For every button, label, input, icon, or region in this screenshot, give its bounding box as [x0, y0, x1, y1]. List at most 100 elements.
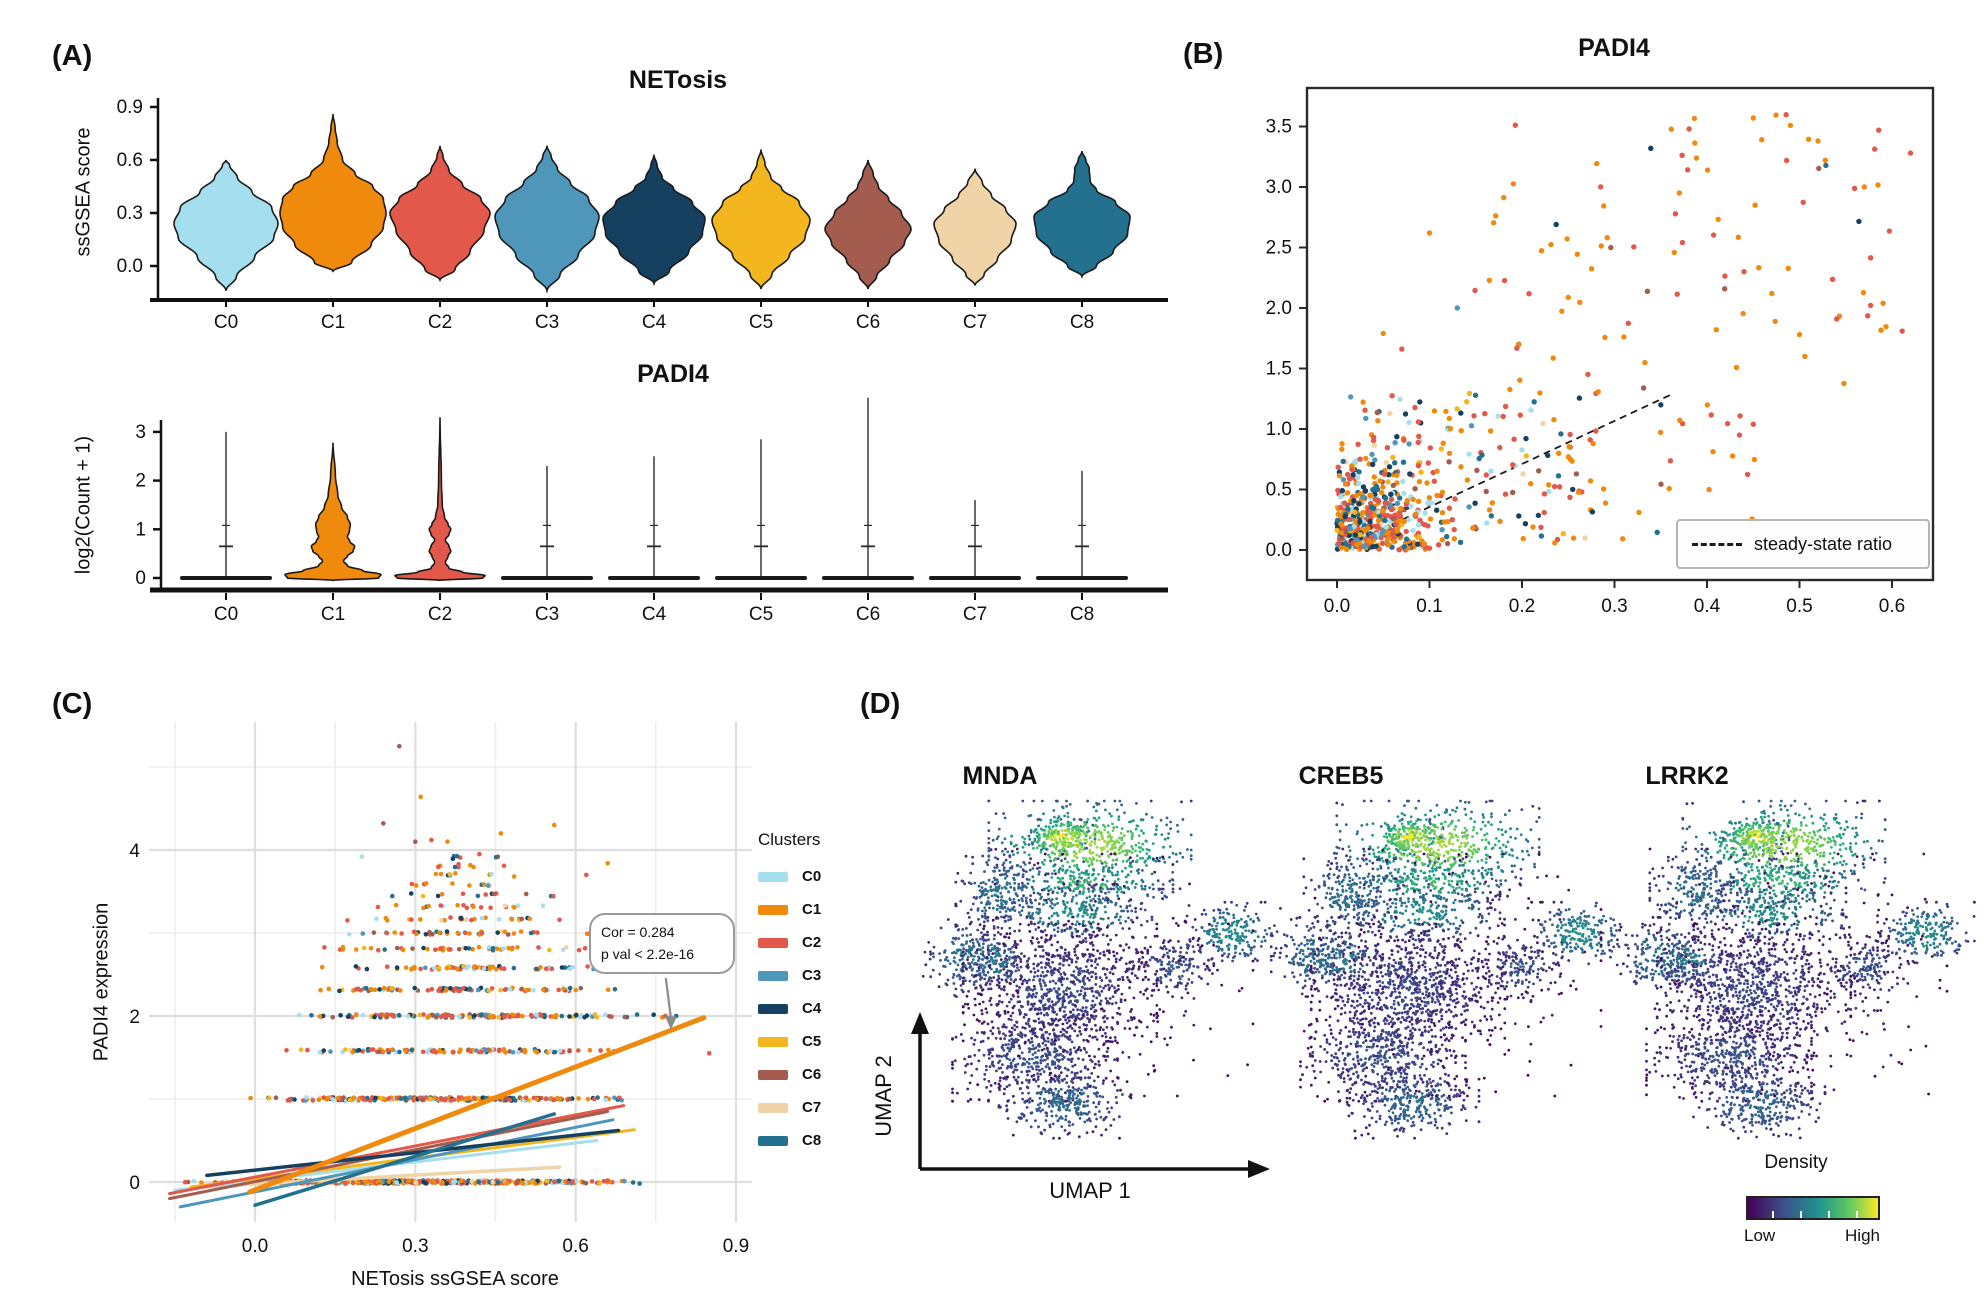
- svg-text:3.5: 3.5: [1266, 117, 1292, 138]
- svg-text:4: 4: [129, 841, 140, 862]
- violin-base-C5: [715, 576, 807, 580]
- legend-item-C0: C0: [758, 860, 821, 893]
- svg-text:C0: C0: [214, 312, 238, 333]
- umap-axes: [911, 1012, 1270, 1178]
- svg-text:0.4: 0.4: [1694, 596, 1721, 617]
- colorbar-tick: [1800, 1211, 1802, 1218]
- clusters-legend: Clusters C0 C1 C2 C3 C4 C5 C6 C7 C8: [758, 830, 821, 1157]
- violin-C0: [173, 159, 279, 291]
- svg-text:0.0: 0.0: [1266, 540, 1292, 561]
- svg-text:0.2: 0.2: [1509, 596, 1535, 617]
- svg-text:C6: C6: [856, 604, 880, 625]
- steady-state-legend-label: steady-state ratio: [1754, 533, 1893, 554]
- padi4-expression-axis-title: PADI4 expression: [90, 902, 113, 1062]
- density-colorbar: [1746, 1196, 1880, 1220]
- legend-item-C7: C7: [758, 1091, 821, 1124]
- umap-title-creb5: CREB5: [1298, 762, 1384, 790]
- legend-swatch-C3: [758, 970, 788, 981]
- legend-label-C6: C6: [802, 1066, 822, 1083]
- legend-label-C4: C4: [802, 1000, 822, 1017]
- annotation-arrow: [664, 977, 677, 1030]
- netosis-violin-plot: 0.0 0.3 0.6 0.9 C0 C1 C2 C3 C4 C5 C6 C7 C8: [117, 97, 1168, 333]
- violin-base-C4: [608, 576, 700, 580]
- svg-text:1: 1: [135, 519, 146, 540]
- violin-C8: [1033, 151, 1131, 279]
- regression-line-C2: [168, 1104, 626, 1196]
- legend-swatch-C2: [758, 937, 788, 948]
- colorbar-tick: [1772, 1211, 1774, 1218]
- legend-label-C0: C0: [802, 868, 822, 885]
- violin-C3: [494, 145, 600, 294]
- violin-base-C0: [180, 576, 272, 580]
- svg-text:C7: C7: [963, 312, 987, 333]
- density-low-label: Low: [1744, 1226, 1776, 1245]
- dashed-line-icon: [1692, 542, 1742, 546]
- panel-a-label: (A): [52, 40, 93, 72]
- svg-text:1.0: 1.0: [1266, 419, 1292, 440]
- legend-item-C5: C5: [758, 1025, 821, 1058]
- violin-base-C7: [929, 576, 1021, 580]
- legend-label-C8: C8: [802, 1132, 822, 1149]
- violin-C4: [602, 154, 706, 286]
- svg-text:3: 3: [135, 422, 146, 443]
- legend-item-C2: C2: [758, 926, 821, 959]
- svg-text:0.5: 0.5: [1266, 480, 1292, 501]
- svg-text:C6: C6: [856, 312, 880, 333]
- density-high-label: High: [1845, 1226, 1880, 1245]
- svg-text:0.9: 0.9: [117, 97, 143, 118]
- panel-c-label: (C): [52, 688, 93, 720]
- svg-text:C5: C5: [749, 312, 773, 333]
- svg-text:0.3: 0.3: [117, 203, 143, 224]
- regression-line-C8: [253, 1112, 557, 1207]
- netosis-title: NETosis: [628, 66, 728, 94]
- umap-density-lrrk2: [1615, 799, 1976, 1140]
- svg-text:0.0: 0.0: [117, 256, 143, 277]
- legend-item-C1: C1: [758, 893, 821, 926]
- violin-C5: [711, 149, 811, 290]
- correlation-annotation: Cor = 0.284 p val < 2.2e-16: [589, 913, 735, 975]
- legend-swatch-C8: [758, 1135, 788, 1146]
- svg-text:C2: C2: [428, 604, 452, 625]
- steady-state-legend: steady-state ratio: [1676, 519, 1930, 569]
- legend-swatch-C5: [758, 1036, 788, 1047]
- svg-text:C0: C0: [214, 604, 238, 625]
- svg-text:2: 2: [129, 1007, 140, 1028]
- umap2-axis-label: UMAP 2: [871, 1055, 896, 1137]
- clusters-legend-rows: C0 C1 C2 C3 C4 C5 C6 C7 C8: [758, 860, 821, 1157]
- svg-text:2.0: 2.0: [1266, 298, 1292, 319]
- legend-label-C5: C5: [802, 1033, 822, 1050]
- legend-swatch-C4: [758, 1003, 788, 1014]
- regression-line-C4: [205, 1128, 621, 1178]
- legend-item-C8: C8: [758, 1124, 821, 1157]
- legend-item-C3: C3: [758, 959, 821, 992]
- svg-text:C1: C1: [321, 604, 345, 625]
- colorbar-tick: [1856, 1211, 1858, 1218]
- umap-density-creb5: [1269, 799, 1630, 1140]
- violin-base-C6: [822, 576, 914, 580]
- padi4-violin-title: PADI4: [637, 360, 709, 388]
- legend-swatch-C7: [758, 1102, 788, 1113]
- umap1-axis-label: UMAP 1: [1049, 1178, 1131, 1203]
- violin-C7: [933, 168, 1017, 286]
- legend-swatch-C1: [758, 904, 788, 915]
- svg-text:C8: C8: [1070, 604, 1094, 625]
- svg-text:C1: C1: [321, 312, 345, 333]
- regression-lines: [168, 1015, 707, 1209]
- clusters-legend-title: Clusters: [758, 830, 821, 849]
- padi4-scatter-title: PADI4: [1578, 34, 1650, 62]
- legend-swatch-C0: [758, 871, 788, 882]
- svg-text:3.0: 3.0: [1266, 177, 1292, 198]
- p-value: p val < 2.2e-16: [601, 945, 695, 962]
- violin-C2: [394, 417, 486, 582]
- svg-text:0.6: 0.6: [562, 1236, 588, 1257]
- svg-text:0.3: 0.3: [402, 1236, 428, 1257]
- panel-d-label: (D): [860, 688, 901, 720]
- padi4-scatter-plot: 0.0 0.5 1.0 1.5 2.0 2.5 3.0 3.5 0.0 0.1 0.2 0.3 0.4 0…: [1266, 86, 1935, 617]
- svg-text:2: 2: [135, 471, 146, 492]
- svg-text:0: 0: [135, 568, 146, 589]
- svg-text:0.0: 0.0: [1324, 596, 1350, 617]
- legend-item-C4: C4: [758, 992, 821, 1025]
- svg-text:C7: C7: [963, 604, 987, 625]
